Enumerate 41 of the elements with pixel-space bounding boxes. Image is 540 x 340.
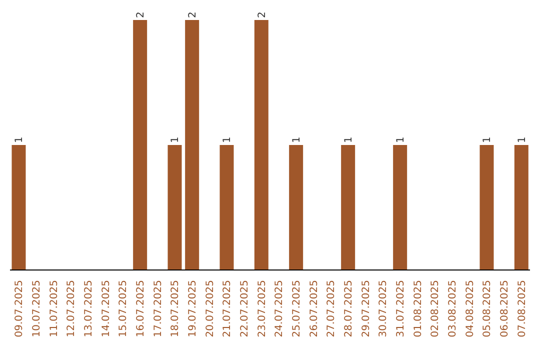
x-tick-label: 05.08.2025 <box>482 280 494 338</box>
data-label: 1 <box>14 136 26 143</box>
x-tick-label: 16.07.2025 <box>136 280 146 338</box>
data-label: 1 <box>516 136 528 143</box>
data-label: 2 <box>256 12 268 18</box>
x-tick-label: 06.08.2025 <box>500 280 510 338</box>
x-tick-label: 31.07.2025 <box>396 280 406 338</box>
x-tick-label: 22.07.2025 <box>240 280 250 338</box>
x-tick-label: 13.07.2025 <box>84 280 94 338</box>
x-tick-label: 11.07.2025 <box>48 280 60 338</box>
x-tick-label: 17.07.2025 <box>152 280 164 338</box>
x-tick-label: 19.07.2025 <box>188 280 198 338</box>
x-tick-label: 03.08.2025 <box>448 280 458 338</box>
data-label: 1 <box>292 136 303 143</box>
x-tick-label: 28.07.2025 <box>344 280 354 338</box>
x-tick-label: 12.07.2025 <box>66 280 78 338</box>
x-tick-label: 20.07.2025 <box>204 280 216 338</box>
x-tick-label: 24.07.2025 <box>274 280 286 338</box>
x-tick-label: 30.07.2025 <box>378 280 390 338</box>
x-tick-label: 04.08.2025 <box>464 280 476 338</box>
x-tick-label: 01.08.2025 <box>412 280 424 338</box>
x-tick-label: 07.08.2025 <box>516 280 528 338</box>
x-tick-label: 25.07.2025 <box>292 280 302 338</box>
data-label: 2 <box>188 12 199 18</box>
x-tick-label: 29.07.2025 <box>360 280 372 338</box>
x-tick-label: 18.07.2025 <box>170 280 182 338</box>
x-tick-label: 21.07.2025 <box>222 280 234 338</box>
data-label: 1 <box>344 136 355 143</box>
x-tick-label: 10.07.2025 <box>32 280 42 338</box>
x-tick-label: 26.07.2025 <box>308 280 320 338</box>
x-tick-label: 15.07.2025 <box>118 280 130 338</box>
data-label: 1 <box>170 136 182 143</box>
x-tick-label: 23.07.2025 <box>256 280 268 338</box>
data-label: 2 <box>136 12 147 18</box>
data-label: 1 <box>222 136 234 143</box>
x-tick-label: 27.07.2025 <box>326 280 338 338</box>
x-tick-label: 14.07.2025 <box>100 280 112 338</box>
x-tick-label: 09.07.2025 <box>14 280 26 338</box>
x-tick-label: 02.08.2025 <box>430 280 442 338</box>
data-label: 1 <box>396 136 407 143</box>
data-label: 1 <box>482 136 494 143</box>
